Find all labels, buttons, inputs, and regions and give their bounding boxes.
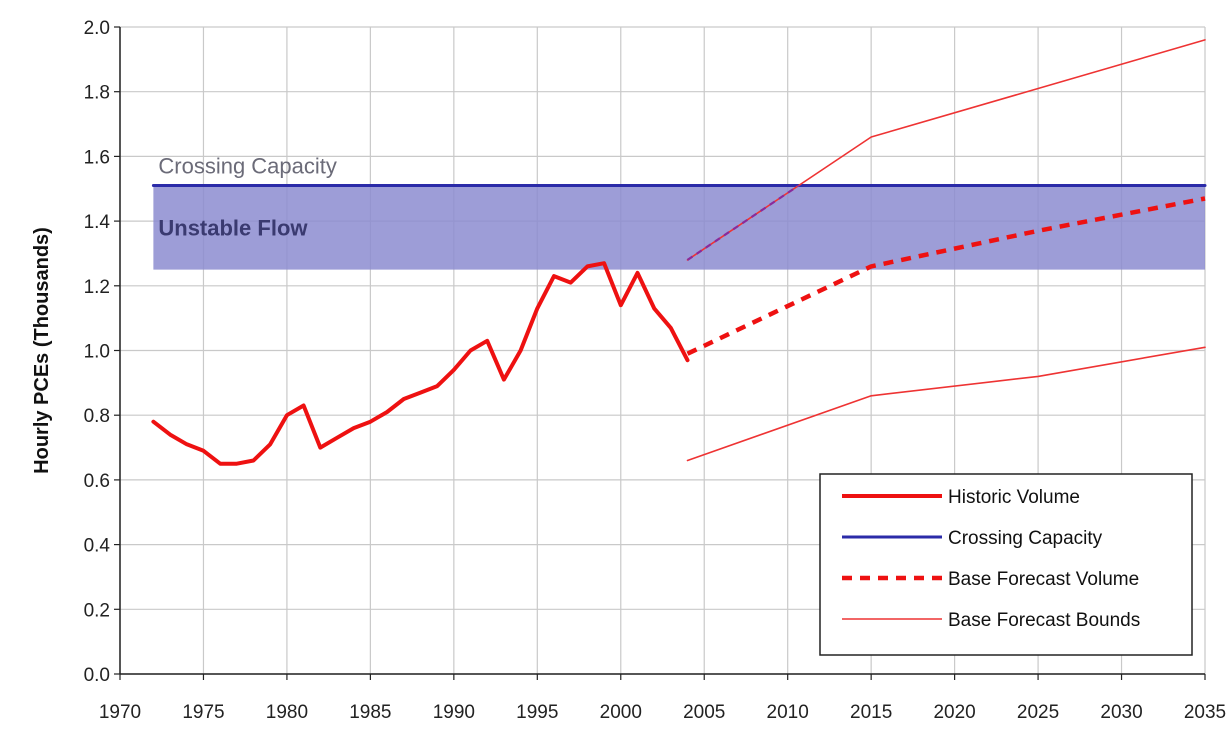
legend: Historic Volume Crossing Capacity Base For… — [819, 473, 1193, 656]
y-tick-label: 1.6 — [84, 147, 110, 168]
x-tick-label: 2030 — [1100, 702, 1142, 723]
legend-label: Crossing Capacity — [948, 528, 1103, 549]
y-tick-label: 0.6 — [84, 471, 110, 492]
y-axis-label: Hourly PCEs (Thousands) — [31, 227, 53, 474]
x-tick-label: 1975 — [182, 702, 224, 723]
y-tick-label: 0.2 — [84, 600, 110, 621]
grid — [119, 26, 1206, 675]
x-tick-label: 1980 — [266, 702, 308, 723]
unstable-flow-label: Unstable Flow — [158, 216, 308, 241]
x-tick-label: 2005 — [683, 702, 725, 723]
y-tick-label: 1.4 — [84, 212, 111, 233]
legend-label: Base Forecast Volume — [948, 569, 1139, 590]
x-tick-label: 2035 — [1184, 702, 1226, 723]
x-tick-label: 1985 — [349, 702, 391, 723]
legend-box — [819, 473, 1193, 656]
y-tick-label: 1.2 — [84, 277, 110, 298]
series-layer — [151, 39, 1207, 466]
y-tick-label: 1.0 — [84, 342, 110, 363]
legend-label: Base Forecast Bounds — [948, 610, 1140, 631]
series-line-forecast-bound-lower — [686, 346, 1206, 462]
y-tick-label: 0.8 — [84, 406, 110, 427]
x-tick-label: 1970 — [99, 702, 141, 723]
series-line-historic-volume — [151, 261, 690, 466]
x-tick-label: 2010 — [767, 702, 809, 723]
x-tick-label: 1995 — [516, 702, 558, 723]
legend-label: Historic Volume — [948, 487, 1080, 508]
y-tick-label: 1.8 — [84, 83, 110, 104]
unstable-flow-band-layer: Crossing Capacity Unstable Flow — [153, 154, 1205, 270]
x-tick-label: 2020 — [933, 702, 975, 723]
y-tick-label: 2.0 — [84, 18, 110, 39]
x-tick-label: 2025 — [1017, 702, 1059, 723]
crossing-capacity-label: Crossing Capacity — [158, 154, 337, 179]
axes: 1970 1975 1980 1985 1990 1995 2000 2005 2010 2015… — [31, 18, 1226, 723]
y-tick-label: 0.4 — [84, 536, 111, 557]
x-tick-label: 2015 — [850, 702, 892, 723]
y-tick-label: 0.0 — [84, 665, 110, 686]
series-line-upper-bound-in-band — [686, 185, 801, 261]
x-tick-label: 2000 — [600, 702, 642, 723]
series-line-base-forecast-volume — [686, 196, 1206, 356]
unstable-flow-band — [153, 185, 1205, 270]
x-tick-label: 1990 — [433, 702, 475, 723]
